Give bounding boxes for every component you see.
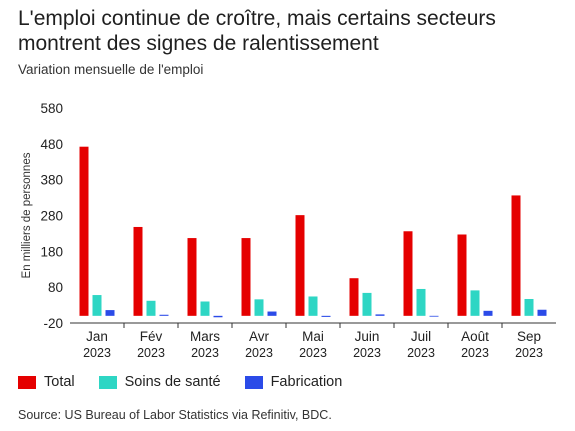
bar-soins-de-sant--1 [146, 300, 156, 316]
x-tick-label: Août [461, 329, 489, 344]
bar-fabrication-2 [213, 315, 223, 318]
bar-fabrication-7 [483, 310, 493, 316]
bar-total-7 [457, 234, 467, 316]
legend-label-total: Total [44, 374, 75, 390]
bar-soins-de-sant--6 [416, 288, 426, 316]
bar-soins-de-sant--5 [362, 292, 372, 316]
legend-item-healthcare: Soins de santé [98, 374, 221, 390]
legend-swatch-manufacturing [244, 375, 263, 389]
legend-item-total: Total [18, 374, 75, 390]
legend-label-healthcare: Soins de santé [124, 374, 221, 390]
x-tick-year: 2023 [191, 346, 219, 360]
bar-soins-de-sant--0 [92, 295, 102, 316]
y-tick-label: 380 [40, 173, 63, 188]
x-tick-year: 2023 [245, 346, 273, 360]
x-tick-year: 2023 [299, 346, 327, 360]
bar-total-0 [79, 146, 89, 316]
x-tick-label: Mai [302, 329, 324, 344]
bar-fabrication-8 [537, 309, 547, 316]
y-tick-label: 480 [40, 137, 63, 152]
y-tick-label: 580 [40, 101, 63, 116]
x-tick-label: Fév [140, 329, 163, 344]
bar-soins-de-sant--4 [308, 296, 318, 316]
x-tick-label: Jan [86, 329, 108, 344]
bar-total-6 [403, 231, 413, 316]
x-tick-year: 2023 [353, 346, 381, 360]
chart-title: L'emploi continue de croître, mais certa… [18, 7, 496, 55]
bar-soins-de-sant--3 [254, 299, 264, 316]
legend-swatch-healthcare [98, 375, 117, 389]
bar-total-4 [295, 215, 305, 316]
bar-total-5 [349, 278, 359, 316]
bar-fabrication-4 [321, 315, 331, 317]
bar-fabrication-1 [159, 314, 169, 316]
x-tick-label: Juil [411, 329, 431, 344]
y-tick-label: -20 [43, 316, 63, 331]
bar-total-8 [511, 195, 521, 316]
bar-soins-de-sant--7 [470, 290, 480, 316]
bar-total-1 [133, 226, 143, 316]
legend-label-manufacturing: Fabrication [270, 374, 343, 390]
legend-item-manufacturing: Fabrication [244, 374, 343, 390]
y-tick-label: 280 [40, 209, 63, 224]
x-tick-label: Avr [249, 329, 270, 344]
x-tick-year: 2023 [515, 346, 543, 360]
bar-fabrication-6 [429, 315, 439, 317]
bar-total-2 [187, 238, 197, 316]
y-tick-label: 80 [48, 280, 63, 295]
legend-swatch-total [18, 375, 36, 389]
x-tick-year: 2023 [83, 346, 111, 360]
x-tick-label: Juin [355, 329, 380, 344]
chart-subtitle: Variation mensuelle de l'emploi [18, 62, 204, 77]
source-note: Source: US Bureau of Labor Statistics vi… [18, 408, 332, 422]
bar-fabrication-0 [105, 310, 115, 316]
x-tick-year: 2023 [407, 346, 435, 360]
x-tick-year: 2023 [137, 346, 165, 360]
bar-soins-de-sant--2 [200, 301, 210, 316]
bar-fabrication-5 [375, 314, 385, 316]
bar-fabrication-3 [267, 311, 277, 316]
y-axis-title: En milliers de personnes [21, 152, 33, 278]
bar-total-3 [241, 238, 251, 316]
chart-legend: Total Soins de santé Fabrication [18, 374, 366, 390]
bar-soins-de-sant--8 [524, 298, 534, 316]
x-tick-year: 2023 [461, 346, 489, 360]
y-tick-label: 180 [40, 244, 63, 259]
x-tick-label: Mars [190, 329, 220, 344]
x-tick-label: Sep [517, 329, 541, 344]
